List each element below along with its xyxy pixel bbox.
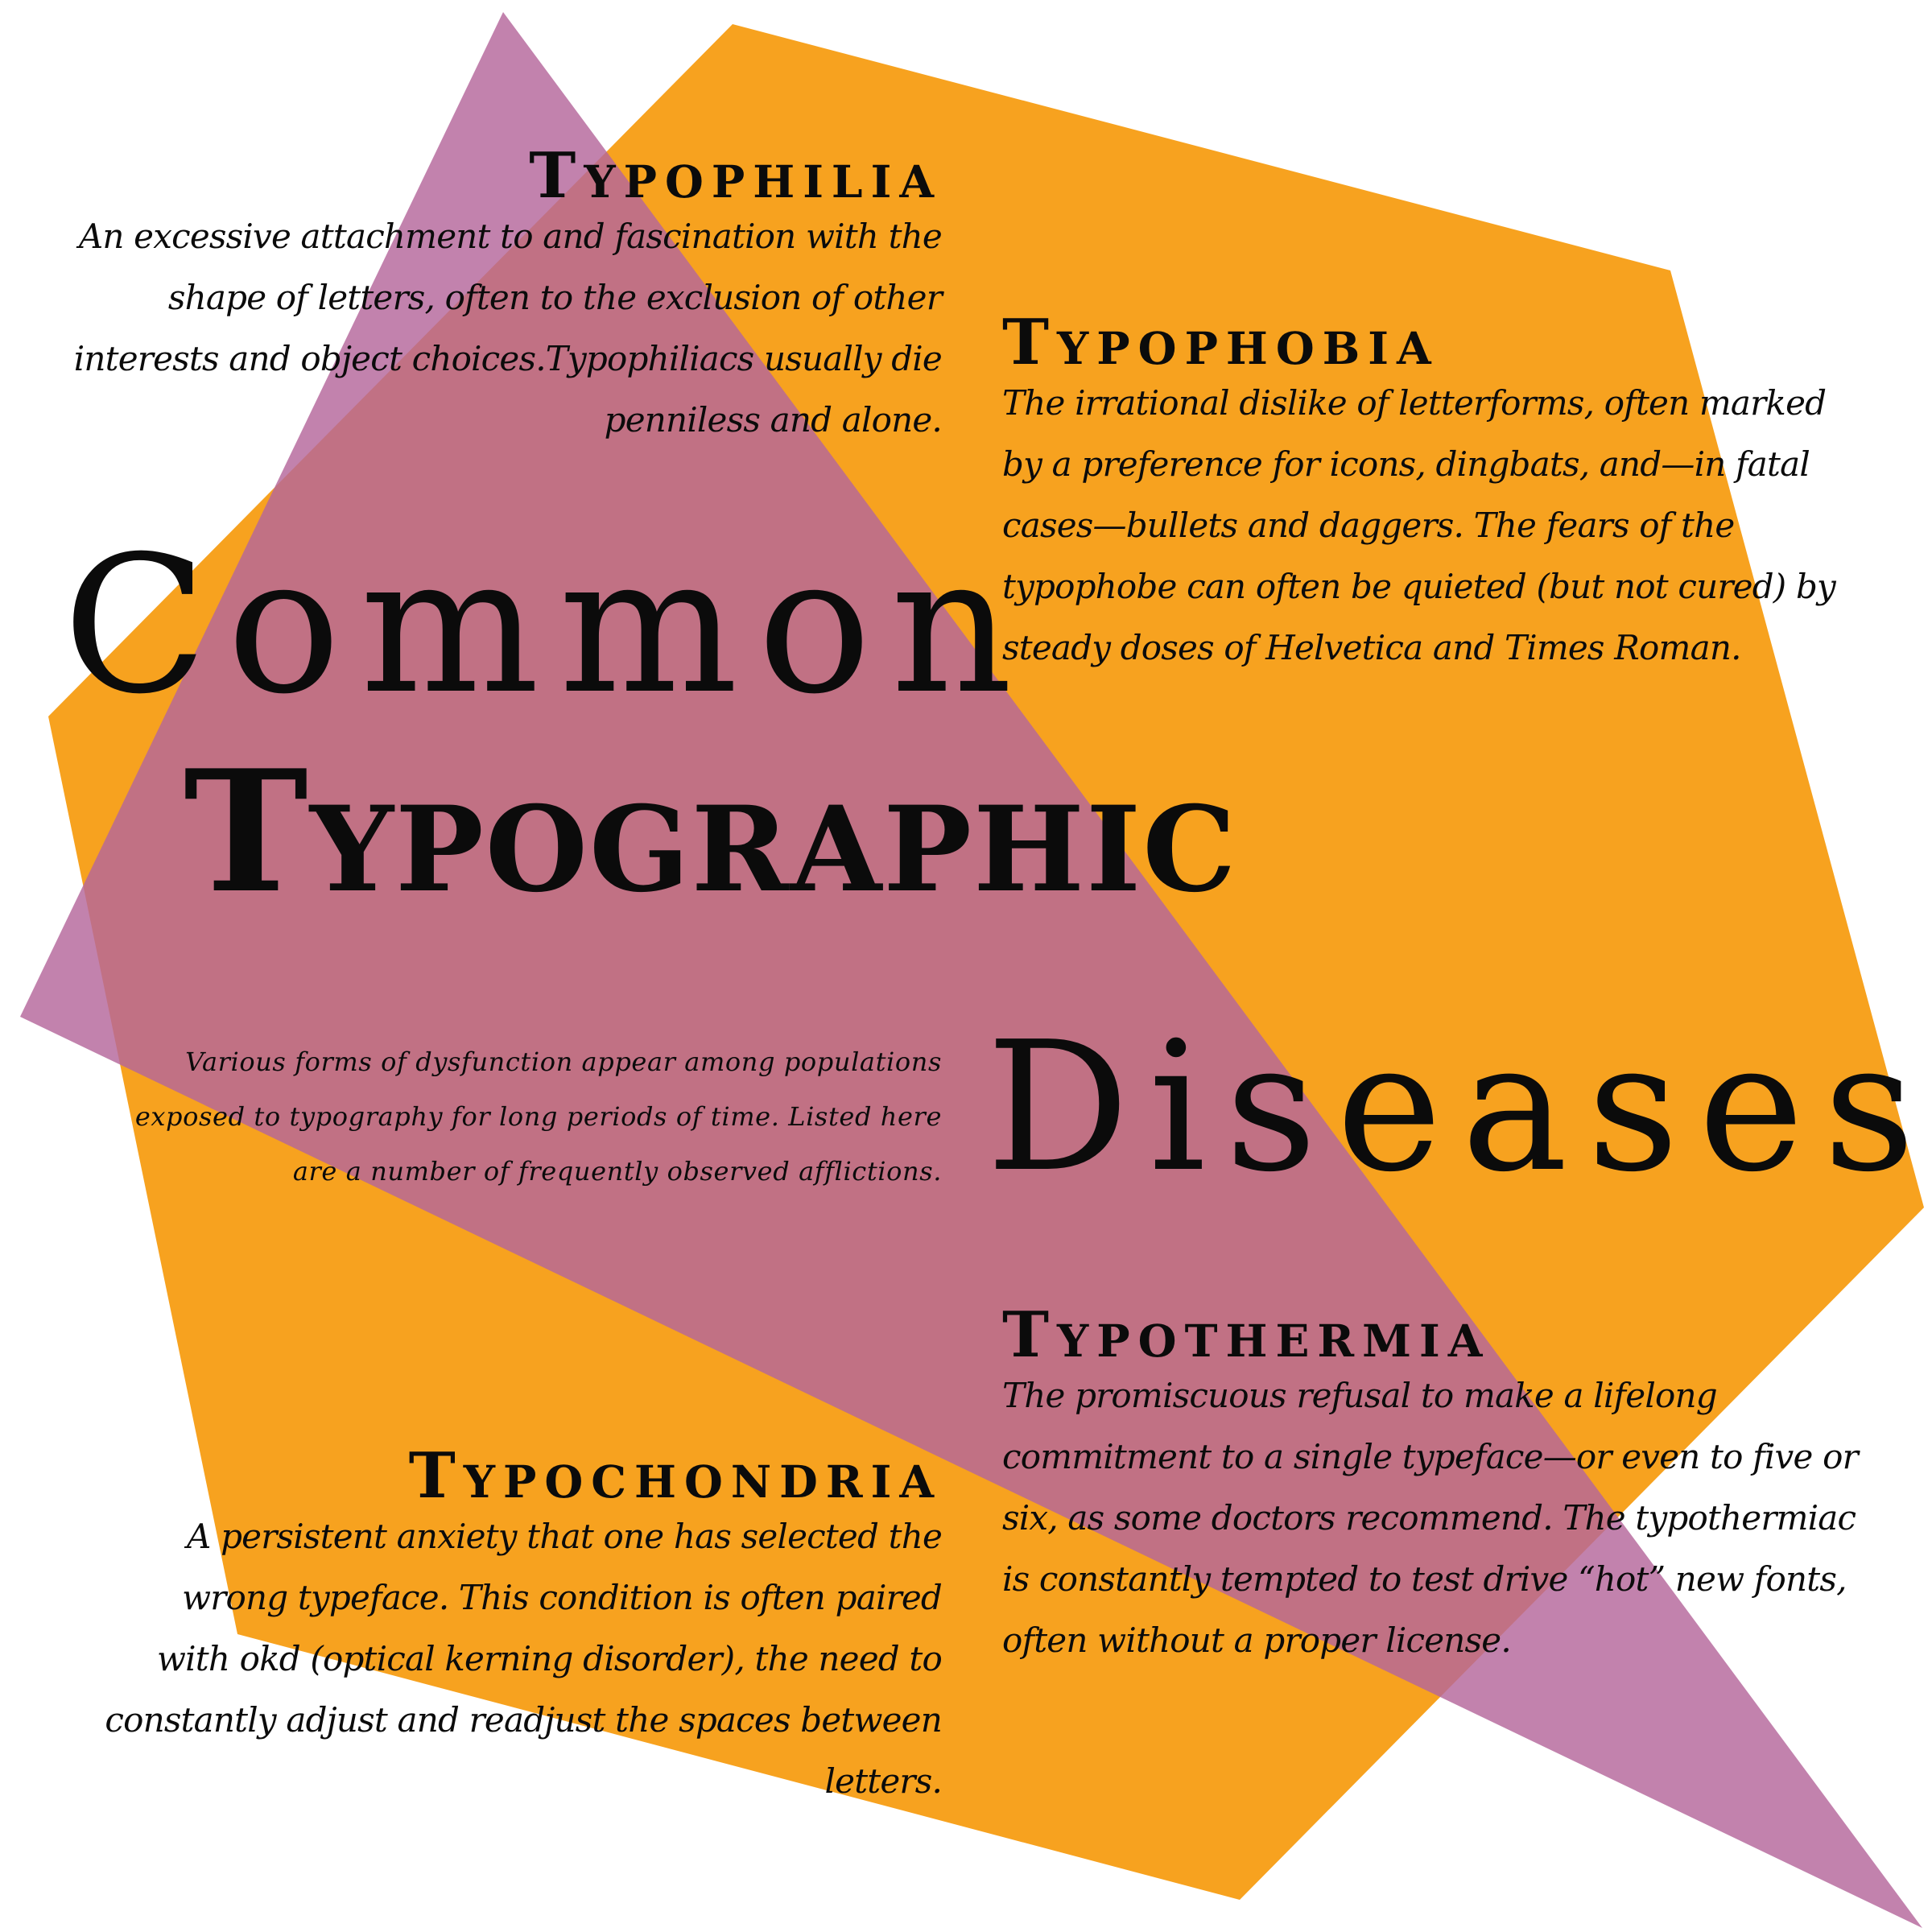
title-diseases: Diseases — [986, 1004, 1932, 1212]
typothermia-heading: Typothermia — [1002, 1298, 1491, 1372]
typochondria-heading: Typochondria — [408, 1439, 942, 1513]
typophilia-text: An excessive attachment to and fascinati… — [73, 217, 943, 440]
intro-text: Various forms of dysfunction appear amon… — [134, 1046, 942, 1187]
typophobia-text: The irrational dislike of letterforms, o… — [1002, 383, 1836, 667]
typophilia-heading: Typophilia — [529, 139, 942, 213]
title-typographic: Typographic — [184, 734, 1238, 931]
typothermia-text: The promiscuous refusal to make a lifelo… — [1002, 1376, 1859, 1660]
typophobia-heading: Typophobia — [1002, 306, 1439, 379]
typochondria-text: A persistent anxiety that one has select… — [105, 1517, 942, 1801]
purple-triangle-shape — [20, 12, 1922, 1928]
title-common: Common — [63, 516, 1032, 736]
